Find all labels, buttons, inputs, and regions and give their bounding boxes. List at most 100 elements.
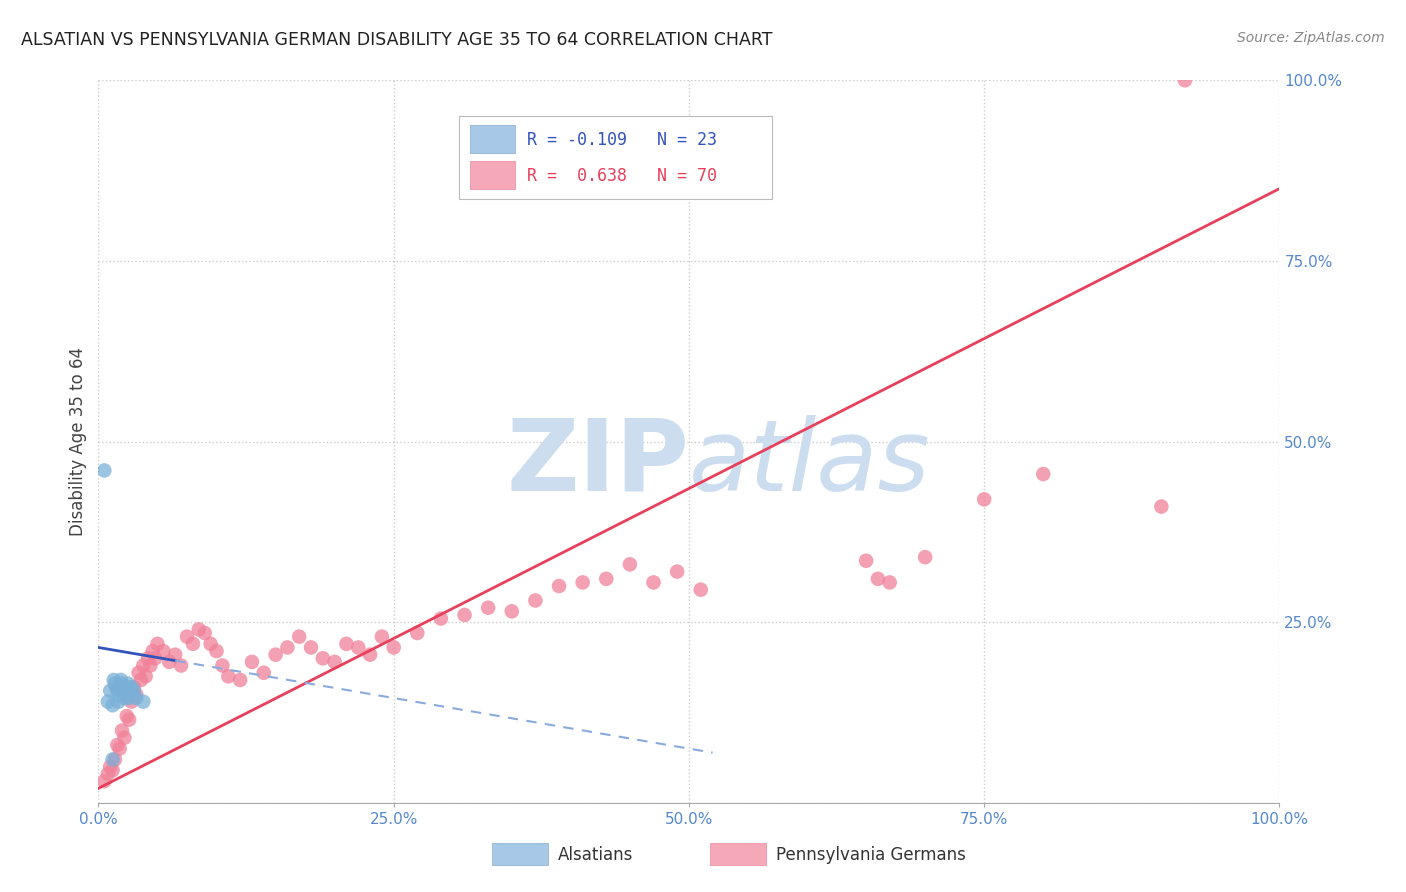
Text: Source: ZipAtlas.com: Source: ZipAtlas.com bbox=[1237, 31, 1385, 45]
Point bbox=[101, 752, 124, 766]
Point bbox=[104, 676, 127, 690]
Point bbox=[501, 604, 523, 618]
Point bbox=[93, 774, 115, 789]
Point bbox=[299, 640, 322, 655]
Point bbox=[98, 683, 121, 698]
Text: R =  0.638   N = 70: R = 0.638 N = 70 bbox=[527, 167, 717, 185]
Point bbox=[112, 691, 135, 706]
Point bbox=[187, 623, 209, 637]
Point bbox=[97, 695, 120, 709]
Point bbox=[128, 665, 150, 680]
Point bbox=[118, 713, 141, 727]
FancyBboxPatch shape bbox=[471, 161, 516, 189]
Point bbox=[548, 579, 571, 593]
Y-axis label: Disability Age 35 to 64: Disability Age 35 to 64 bbox=[69, 347, 87, 536]
Point bbox=[97, 767, 120, 781]
Point bbox=[430, 611, 453, 625]
Point bbox=[135, 669, 157, 683]
Point bbox=[115, 683, 138, 698]
Point bbox=[122, 680, 145, 694]
Point bbox=[98, 760, 121, 774]
Point bbox=[101, 764, 124, 778]
Text: Pennsylvania Germans: Pennsylvania Germans bbox=[776, 846, 966, 863]
Point bbox=[105, 680, 128, 694]
Point bbox=[477, 600, 499, 615]
Point bbox=[93, 463, 115, 477]
Point bbox=[264, 648, 287, 662]
Point bbox=[105, 683, 128, 698]
Point bbox=[200, 637, 222, 651]
FancyBboxPatch shape bbox=[471, 125, 516, 153]
Point bbox=[136, 651, 159, 665]
Point bbox=[122, 683, 145, 698]
Point bbox=[170, 658, 193, 673]
Text: atlas: atlas bbox=[689, 415, 931, 512]
Text: ALSATIAN VS PENNSYLVANIA GERMAN DISABILITY AGE 35 TO 64 CORRELATION CHART: ALSATIAN VS PENNSYLVANIA GERMAN DISABILI… bbox=[21, 31, 772, 49]
Point bbox=[104, 752, 127, 766]
Point bbox=[879, 575, 901, 590]
Point bbox=[143, 651, 166, 665]
Point bbox=[194, 626, 217, 640]
Point bbox=[595, 572, 617, 586]
Point bbox=[382, 640, 405, 655]
Point bbox=[112, 683, 135, 698]
Point bbox=[165, 648, 187, 662]
Point bbox=[571, 575, 593, 590]
Point bbox=[157, 655, 180, 669]
Point bbox=[453, 607, 475, 622]
Point bbox=[866, 572, 889, 586]
Point bbox=[107, 695, 129, 709]
Point bbox=[359, 648, 381, 662]
Point bbox=[689, 582, 711, 597]
Point bbox=[121, 695, 143, 709]
Point bbox=[276, 640, 298, 655]
Point bbox=[108, 741, 131, 756]
Point bbox=[108, 687, 131, 701]
Point bbox=[288, 630, 311, 644]
Point bbox=[129, 673, 152, 687]
Point bbox=[112, 731, 135, 745]
Point bbox=[347, 640, 370, 655]
Point bbox=[121, 680, 143, 694]
Point bbox=[973, 492, 995, 507]
Point bbox=[103, 673, 125, 687]
Text: ZIP: ZIP bbox=[506, 415, 689, 512]
Point bbox=[132, 695, 155, 709]
Point bbox=[101, 698, 124, 713]
Point bbox=[619, 558, 641, 572]
Point bbox=[406, 626, 429, 640]
Point bbox=[205, 644, 228, 658]
Point bbox=[253, 665, 276, 680]
Point bbox=[118, 691, 141, 706]
Point bbox=[132, 658, 155, 673]
Point bbox=[1150, 500, 1173, 514]
Point bbox=[323, 655, 346, 669]
Point bbox=[855, 554, 877, 568]
Point bbox=[111, 676, 134, 690]
Point bbox=[152, 644, 174, 658]
Text: R = -0.109   N = 23: R = -0.109 N = 23 bbox=[527, 130, 717, 149]
Point bbox=[115, 709, 138, 723]
Point bbox=[240, 655, 263, 669]
Point bbox=[229, 673, 252, 687]
Point bbox=[666, 565, 689, 579]
Point bbox=[110, 673, 132, 687]
Point bbox=[914, 550, 936, 565]
Point bbox=[125, 691, 148, 706]
Point bbox=[1174, 73, 1197, 87]
Point bbox=[643, 575, 665, 590]
Point bbox=[117, 676, 139, 690]
Point bbox=[1032, 467, 1054, 481]
Point bbox=[146, 637, 169, 651]
FancyBboxPatch shape bbox=[458, 117, 772, 200]
Point bbox=[176, 630, 198, 644]
Point bbox=[125, 687, 148, 701]
Text: Alsatians: Alsatians bbox=[558, 846, 634, 863]
Point bbox=[217, 669, 239, 683]
Point bbox=[142, 644, 165, 658]
Point bbox=[181, 637, 204, 651]
Point bbox=[105, 738, 128, 752]
Point bbox=[139, 658, 162, 673]
Point bbox=[114, 680, 136, 694]
Point bbox=[111, 723, 134, 738]
